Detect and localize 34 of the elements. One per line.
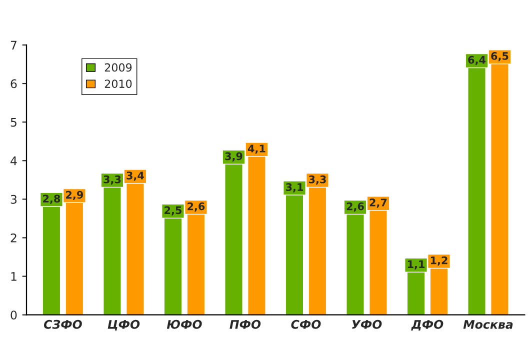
data-label: 2,5 [164,206,182,216]
x-tick-label: УФО [352,320,382,329]
y-tick-label: 3 [10,194,17,204]
data-label: 2,9 [66,190,83,200]
data-label: 2,8 [43,194,60,204]
data-label: 3,9 [225,152,242,162]
data-label: 3,4 [126,172,144,181]
x-tick-label: ЮФО [166,320,202,329]
y-tick-label: 7 [10,40,16,50]
y-tick-label: 4 [10,156,17,166]
data-label: 2,6 [188,202,205,212]
x-tick-label: Москва [463,320,513,329]
y-tick-label: 0 [10,310,17,320]
x-tick-label: ПФО [230,320,261,329]
data-label: 3,1 [286,183,304,192]
data-label: 1,2 [430,256,448,266]
x-tick-label: ДФО [411,320,444,331]
legend-label: 2010 [104,80,132,88]
data-label: 6,5 [491,52,508,62]
y-tick-label: 5 [10,118,16,127]
data-label: 2,6 [346,202,364,212]
y-tick-label: 2 [10,233,16,242]
data-label: 4,1 [248,144,266,154]
x-tick-label: ЦФО [108,320,140,331]
data-label: 3,3 [308,175,326,185]
data-label: 2,7 [370,198,387,208]
data-label: 3,3 [104,175,121,185]
legend-label: 2009 [104,63,132,72]
y-tick-label: 6 [10,79,17,88]
x-tick-label: СФО [291,320,321,329]
y-tick-label: 1 [11,272,16,281]
x-tick-label: СЗФО [44,320,82,329]
data-label: 6,4 [468,56,486,66]
data-label: 1,1 [408,260,425,270]
